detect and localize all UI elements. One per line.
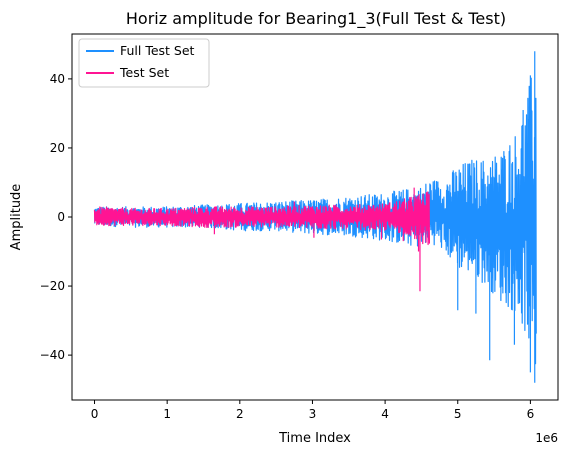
y-tick-label: 20 (50, 141, 65, 155)
y-tick-label: 0 (57, 210, 65, 224)
x-axis-label: Time Index (278, 431, 351, 446)
chart-title: Horiz amplitude for Bearing1_3(Full Test… (126, 9, 506, 29)
y-tick-label: −40 (40, 348, 65, 362)
y-axis-label: Amplitude (9, 184, 24, 251)
x-axis-offset-label: 1e6 (535, 431, 558, 445)
y-axis: −40 −20 0 20 40 (40, 72, 72, 362)
x-tick-label: 2 (236, 407, 244, 421)
legend: Full Test Set Test Set (78, 38, 210, 88)
series-line-test-set (93, 187, 431, 292)
series-layer (93, 51, 537, 383)
x-tick-label: 6 (527, 407, 535, 421)
legend-label-full-test-set: Full Test Set (120, 43, 195, 58)
y-tick-label: −20 (40, 279, 65, 293)
x-tick-label: 3 (309, 407, 317, 421)
x-tick-label: 0 (91, 407, 99, 421)
x-tick-label: 5 (454, 407, 462, 421)
x-tick-label: 1 (163, 407, 171, 421)
x-axis: 0 1 2 3 4 5 6 (91, 400, 535, 421)
x-tick-label: 4 (381, 407, 389, 421)
legend-label-test-set: Test Set (119, 65, 169, 80)
plot-area (93, 51, 537, 383)
y-tick-label: 40 (50, 72, 65, 86)
